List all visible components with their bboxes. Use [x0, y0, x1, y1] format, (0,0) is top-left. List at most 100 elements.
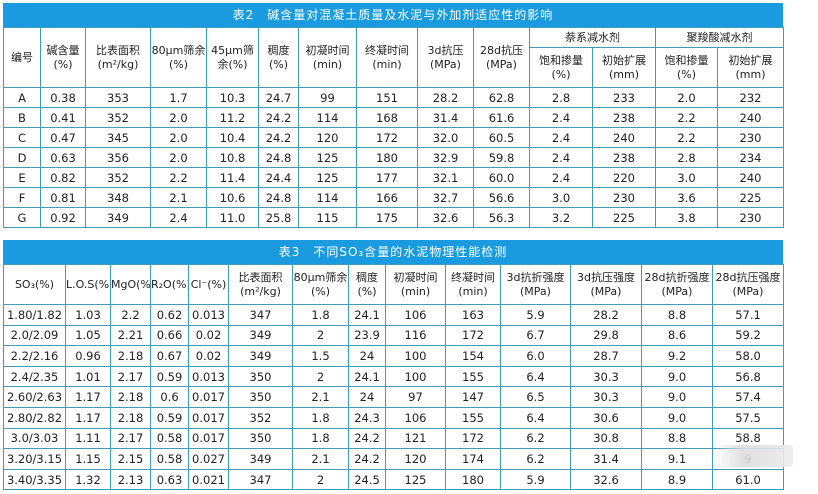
table-row: A 0.38 353 1.7 10.3 24.7 99 151 28.2 62.8 2.8 233 2.…	[3, 87, 784, 108]
table-cell: 125	[298, 147, 357, 168]
table-cell: 0.38	[40, 87, 86, 108]
table-cell: 1.8	[292, 427, 349, 450]
table-row: 2.0/2.09 1.05 2.21 0.66 0.02 349 2 23.9 116 172 6.…	[3, 324, 784, 347]
table-cell: 1.8	[292, 304, 349, 326]
table-row: D 0.63 356 2.0 10.8 24.8 125 180 32.9 59.8 2.4 238 2…	[3, 147, 784, 168]
table-cell: 9.0	[641, 386, 713, 408]
table-2-title: 表2 碱含量对混凝土质量及水泥与外加剂适应性的影响	[3, 3, 783, 27]
table-cell: 30.6	[570, 406, 642, 429]
table-cell: 349	[228, 448, 293, 470]
table-cell: 97	[385, 386, 446, 408]
table-cell: 0.96	[65, 345, 111, 367]
table-cell: 24.5	[348, 468, 386, 491]
table-cell: 345	[85, 127, 151, 148]
table-cell: 30.8	[570, 427, 642, 450]
column-header: 终凝时间(min)	[445, 264, 501, 305]
table-cell: 0.017	[188, 406, 229, 429]
table-cell: 163	[445, 304, 501, 326]
table-cell: 59.2	[712, 324, 784, 347]
table-cell: 114	[298, 187, 357, 208]
table-cell: 0.017	[188, 386, 229, 408]
table-cell: 225	[717, 187, 784, 208]
table-cell: 0.02	[188, 345, 229, 367]
table-cell: 61.0	[712, 468, 784, 491]
table-cell: 24.2	[348, 427, 386, 450]
table-cell: 180	[445, 468, 501, 491]
table-cell: 356	[85, 147, 151, 168]
column-header: 28d抗折强度(MPa)	[641, 264, 713, 305]
table-cell: 57.5	[712, 406, 784, 429]
table-cell: 147	[445, 386, 501, 408]
table-cell: 2.0	[150, 127, 207, 148]
table-cell: 24.3	[348, 406, 386, 429]
table-cell: 28.7	[570, 345, 642, 367]
table-cell: 2.1	[292, 386, 349, 408]
table-cell: 28.2	[417, 87, 474, 108]
table-cell: 56.3	[473, 207, 530, 228]
table-cell: 2	[292, 324, 349, 347]
table-cell: 2.2/2.16	[3, 345, 66, 367]
table-cell: 1.17	[65, 386, 111, 408]
table-cell: 9.0	[641, 406, 713, 429]
table-cell: 172	[445, 324, 501, 347]
table-row: E 0.82 352 2.2 11.4 24.4 125 177 32.1 60.0 2.4 220 3…	[3, 167, 784, 188]
table-cell: 2.2	[655, 107, 718, 128]
table-cell: A	[3, 87, 41, 108]
table-cell: 352	[85, 167, 151, 188]
table-cell: 6.7	[500, 324, 571, 347]
column-header: 28d抗压(MPa)	[473, 27, 530, 88]
table-3: 表3 不同SO₃含量的水泥物理性能检测 SO₃(%)L.O.S(%)MgO(%)…	[3, 240, 784, 491]
table-cell: 10.3	[206, 87, 259, 108]
table-cell: 352	[228, 406, 293, 429]
table-cell: 1.32	[65, 468, 111, 491]
table-cell: 1.17	[65, 406, 111, 429]
table-cell: 32.6	[417, 207, 474, 228]
table-cell: 2.4	[529, 107, 593, 128]
table-cell: 2.80/2.82	[3, 406, 66, 429]
table-cell: 24.1	[348, 365, 386, 388]
table-cell: D	[3, 147, 41, 168]
column-header: MgO(%)	[110, 264, 151, 305]
table-2: 表2 碱含量对混凝土质量及水泥与外加剂适应性的影响 编号 碱含量(%) 比表面积(m…	[3, 3, 784, 228]
table-cell: 155	[445, 365, 501, 388]
table-cell: 348	[85, 187, 151, 208]
table-cell: 6.5	[500, 386, 571, 408]
table-cell: 120	[298, 127, 357, 148]
table-cell: 32.7	[417, 187, 474, 208]
table-cell: 24.2	[348, 448, 386, 470]
column-header: 初始扩展(mm)	[592, 47, 656, 88]
table-cell: 6.4	[500, 365, 571, 388]
table-cell: 0.41	[40, 107, 86, 128]
table-cell: 347	[228, 304, 293, 326]
column-header: L.O.S(%)	[65, 264, 111, 305]
table-cell: 24	[348, 386, 386, 408]
table-cell: 172	[445, 427, 501, 450]
table-cell: 9.2	[641, 345, 713, 367]
table-cell: 349	[228, 345, 293, 367]
table-cell: 57.1	[712, 304, 784, 326]
table-cell: 0.92	[40, 207, 86, 228]
header-row: SO₃(%)L.O.S(%)MgO(%)R₂O(%)Cl⁻(%)比表面积(m²/…	[3, 264, 784, 305]
table-cell: 1.03	[65, 304, 111, 326]
table-cell: 0.013	[188, 304, 229, 326]
table-cell: 5.9	[500, 304, 571, 326]
table-cell: 2.0	[150, 107, 207, 128]
table-cell: 2.0/2.09	[3, 324, 66, 347]
table-cell: 60.0	[473, 167, 530, 188]
table-cell: 8.9	[641, 468, 713, 491]
table-cell: 11.0	[206, 207, 259, 228]
table-cell: 350	[228, 365, 293, 388]
table-cell: 233	[592, 87, 656, 108]
table-cell: 10.8	[206, 147, 259, 168]
table-cell: 2.8	[529, 87, 593, 108]
table-cell: 24.2	[258, 127, 299, 148]
table-cell: 172	[356, 127, 418, 148]
table-cell: 60.5	[473, 127, 530, 148]
table-cell: 0.63	[40, 147, 86, 168]
table-cell: 6.0	[500, 345, 571, 367]
table-cell: 0.58	[150, 427, 189, 450]
table-row: B 0.41 352 2.0 11.2 24.2 114 168 31.4 61.6 2.4 238 2…	[3, 107, 784, 128]
table-cell: 2.60/2.63	[3, 386, 66, 408]
table-cell: 168	[356, 107, 418, 128]
table-cell: 2.2	[150, 167, 207, 188]
